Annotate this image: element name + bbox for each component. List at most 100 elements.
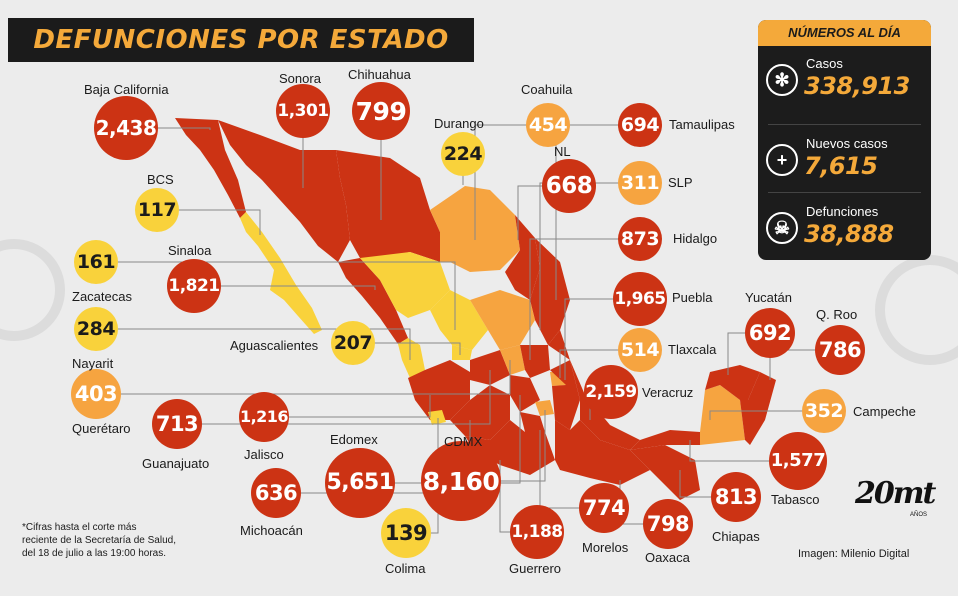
state-label-nayarit: Nayarit — [72, 356, 114, 371]
footnote-line: *Cifras hasta el corte más — [22, 522, 137, 533]
region-bcs — [240, 212, 322, 334]
state-label-campeche: Campeche — [853, 404, 916, 419]
leader-line-campeche — [709, 410, 824, 420]
leader-line-sinaloa — [194, 285, 376, 290]
state-bubble-campeche: 352 — [802, 389, 846, 433]
cases-row: ✻ Casos 338,913 — [758, 52, 931, 112]
state-bubble-chihuahua: 799 — [352, 82, 410, 140]
region-nayarit — [398, 338, 425, 378]
leader-line-hidalgo — [529, 238, 640, 360]
state-label-baja-california: Baja California — [84, 82, 169, 97]
state-label-hidalgo: Hidalgo — [673, 231, 718, 246]
state-label-colima: Colima — [385, 561, 426, 576]
state-bubble-morelos: 774 — [579, 483, 629, 533]
region-chiapas — [630, 445, 700, 500]
state-bubble-guerrero: 1,188 — [510, 505, 564, 559]
state-label-sinaloa: Sinaloa — [168, 243, 212, 258]
region-guerrero — [465, 420, 555, 475]
region-guanajuato — [470, 350, 510, 385]
state-label-guerrero: Guerrero — [509, 561, 562, 576]
region-slp — [470, 290, 535, 350]
state-label-guanajuato: Guanajuato — [142, 456, 210, 471]
region-puebla — [550, 360, 580, 430]
new-cases-label: Nuevos casos — [806, 136, 888, 151]
leader-line-tlaxcala — [559, 349, 640, 378]
state-label-tlaxcala: Tlaxcala — [668, 342, 717, 357]
state-label-quer-taro: Querétaro — [72, 421, 131, 436]
region-edomex — [510, 375, 540, 412]
state-bubble-puebla: 1,965 — [613, 272, 667, 326]
region-sinaloa — [338, 258, 408, 344]
state-label-chihuahua: Chihuahua — [348, 67, 411, 82]
state-bubble-colima: 139 — [381, 508, 431, 558]
state-bubble-bcs: 117 — [135, 188, 179, 232]
state-bubble-yucat-n: 692 — [745, 308, 795, 358]
panel-divider — [768, 192, 921, 193]
region-nuevo-leon — [505, 215, 540, 300]
state-label-durango: Durango — [434, 116, 484, 131]
region-campeche — [700, 385, 745, 445]
state-bubble-jalisco: 1,216 — [239, 392, 289, 442]
state-label-oaxaca: Oaxaca — [645, 550, 690, 565]
region-colima — [428, 410, 446, 425]
state-bubble-tlaxcala: 514 — [618, 328, 662, 372]
state-label-puebla: Puebla — [672, 290, 713, 305]
region-morelos — [520, 412, 545, 432]
virus-watermark — [0, 239, 958, 365]
state-label-jalisco: Jalisco — [244, 447, 284, 462]
region-oaxaca — [555, 420, 650, 485]
state-bubble-sinaloa: 1,821 — [167, 259, 221, 313]
panel-heading: NÚMEROS AL DÍA — [758, 20, 931, 46]
leader-line-tabasco — [689, 440, 798, 462]
state-bubble-durango: 224 — [441, 132, 485, 176]
region-yucatan — [705, 365, 760, 400]
state-label-cdmx: CDMX — [444, 434, 483, 449]
state-bubble-michoac-n: 636 — [251, 468, 301, 518]
region-zacatecas — [430, 290, 488, 350]
skull-icon: ☠ — [766, 212, 798, 244]
state-bubble-hidalgo: 873 — [618, 217, 662, 261]
leader-line-slp — [539, 182, 640, 330]
page-title: DEFUNCIONES POR ESTADO — [8, 18, 474, 62]
numbers-panel: NÚMEROS AL DÍA ✻ Casos 338,913 + Nuevos … — [758, 20, 931, 260]
state-bubble-zacatecas: 161 — [74, 240, 118, 284]
state-bubble-guanajuato: 713 — [152, 399, 202, 449]
state-bubble-veracruz: 2,159 — [584, 365, 638, 419]
state-bubble-q-roo: 786 — [815, 325, 865, 375]
state-bubble-baja-california: 2,438 — [94, 96, 158, 160]
state-label-coahuila: Coahuila — [521, 82, 573, 97]
region-baja-california — [175, 118, 246, 218]
image-credit: Imagen: Milenio Digital — [798, 548, 910, 560]
region-aguascalientes — [452, 345, 472, 360]
state-bubble-cdmx: 8,160 — [421, 441, 501, 521]
state-label-tamaulipas: Tamaulipas — [669, 117, 735, 132]
leader-line-nayarit — [96, 328, 411, 360]
state-bubble-tabasco: 1,577 — [769, 432, 827, 490]
state-label-edomex: Edomex — [330, 432, 378, 447]
state-bubble-nl: 668 — [542, 159, 596, 213]
virus-icon: ✻ — [766, 64, 798, 96]
state-label-q-roo: Q. Roo — [816, 307, 858, 322]
deaths-value: 38,888 — [804, 220, 894, 248]
region-chihuahua — [336, 150, 440, 262]
new-cases-row: + Nuevos casos 7,615 — [758, 132, 931, 192]
state-label-yucat-n: Yucatán — [745, 290, 792, 305]
cases-label: Casos — [806, 56, 843, 71]
deaths-label: Defunciones — [806, 204, 879, 219]
region-durango — [360, 252, 450, 318]
state-bubble-nayarit: 284 — [74, 307, 118, 351]
state-bubble-tamaulipas: 694 — [618, 103, 662, 147]
state-label-sonora: Sonora — [279, 71, 321, 86]
state-bubble-slp: 311 — [618, 161, 662, 205]
state-label-slp: SLP — [668, 175, 693, 190]
region-jalisco — [408, 360, 470, 420]
region-veracruz — [548, 330, 640, 450]
region-queretaro — [500, 345, 525, 375]
new-cases-value: 7,615 — [804, 152, 878, 180]
leader-line-quer-taro — [96, 360, 511, 395]
state-bubble-coahuila: 454 — [526, 103, 570, 147]
state-bubble-aguascalientes: 207 — [331, 321, 375, 365]
region-michoacan — [450, 385, 510, 440]
state-label-morelos: Morelos — [582, 540, 629, 555]
